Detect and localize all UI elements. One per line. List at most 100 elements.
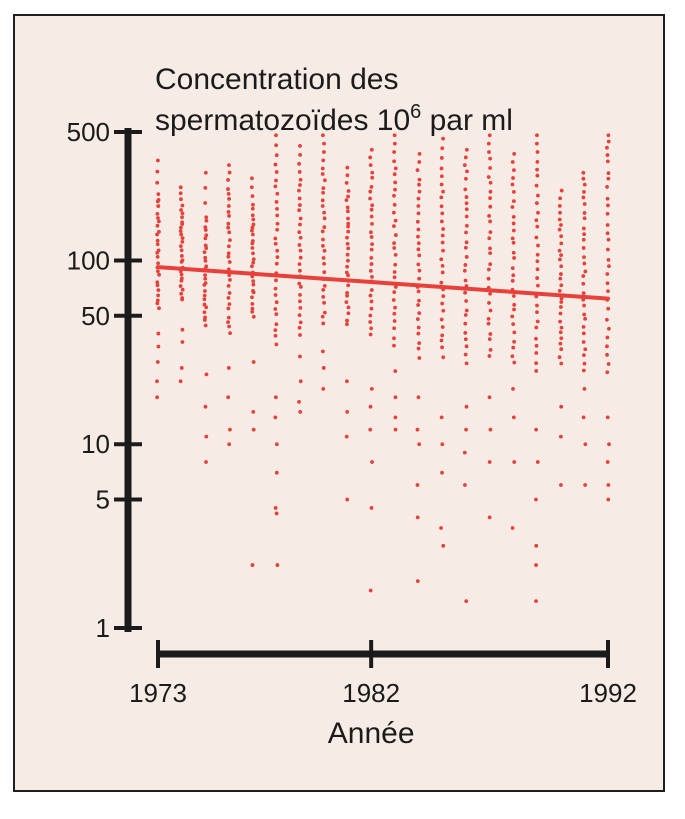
- data-point: [273, 333, 278, 338]
- data-point: [298, 255, 303, 260]
- data-point: [512, 360, 517, 365]
- data-point: [465, 169, 469, 174]
- data-point: [179, 248, 184, 253]
- data-point: [369, 214, 374, 219]
- data-point: [534, 235, 539, 240]
- data-point: [488, 251, 493, 256]
- data-point: [321, 256, 326, 260]
- data-point: [346, 311, 351, 316]
- data-point: [439, 526, 444, 530]
- x-tick-label: 1992: [579, 678, 637, 708]
- data-point: [488, 204, 493, 209]
- data-point: [250, 239, 255, 243]
- data-point: [487, 213, 491, 218]
- data-point: [605, 281, 610, 286]
- data-point: [512, 460, 517, 464]
- data-point: [511, 176, 515, 180]
- data-point: [321, 387, 326, 391]
- data-point: [321, 294, 326, 299]
- data-point: [392, 311, 397, 316]
- data-point: [322, 270, 327, 275]
- data-point: [297, 262, 302, 267]
- data-point: [440, 233, 445, 238]
- y-tick-label: 10: [81, 429, 110, 459]
- data-point: [226, 254, 231, 259]
- data-point: [558, 330, 563, 335]
- data-point: [274, 143, 279, 148]
- data-point: [203, 289, 207, 293]
- data-point: [204, 215, 209, 220]
- data-point: [370, 274, 374, 279]
- data-point: [155, 158, 160, 163]
- data-point: [345, 235, 349, 240]
- data-point: [203, 185, 208, 190]
- data-point: [582, 232, 587, 237]
- data-point: [416, 211, 421, 216]
- data-point: [368, 196, 372, 201]
- data-point: [204, 264, 209, 269]
- data-point: [464, 299, 469, 303]
- data-point: [559, 188, 564, 193]
- data-point: [369, 288, 374, 292]
- data-point: [203, 170, 208, 175]
- data-point: [606, 483, 611, 487]
- data-point: [440, 146, 445, 151]
- data-point: [463, 155, 468, 160]
- data-point: [464, 344, 469, 349]
- data-point: [463, 245, 468, 250]
- data-point: [557, 288, 562, 293]
- y-tick-label: 100: [67, 245, 110, 275]
- data-point: [345, 209, 350, 214]
- data-point: [250, 194, 255, 199]
- data-point: [322, 310, 327, 315]
- data-point: [534, 201, 539, 206]
- data-point: [202, 297, 207, 302]
- data-point: [203, 315, 207, 320]
- data-point: [156, 192, 161, 197]
- data-point: [487, 133, 492, 138]
- data-point: [178, 284, 183, 288]
- data-point: [393, 166, 398, 171]
- data-point: [156, 198, 161, 202]
- data-point: [320, 204, 325, 208]
- data-point: [488, 180, 493, 185]
- data-point: [204, 372, 209, 377]
- data-point: [605, 344, 609, 349]
- data-point: [320, 229, 325, 234]
- data-point: [392, 224, 396, 229]
- data-point: [203, 255, 208, 260]
- data-point: [510, 526, 515, 530]
- data-point: [581, 281, 586, 286]
- data-point: [322, 216, 327, 221]
- data-point: [155, 283, 160, 288]
- data-point: [416, 241, 421, 246]
- data-point: [369, 147, 374, 152]
- data-point: [178, 185, 183, 190]
- data-point: [512, 152, 517, 156]
- data-point: [249, 185, 254, 190]
- data-point: [559, 241, 564, 246]
- data-point: [226, 395, 231, 400]
- data-point: [250, 301, 255, 306]
- data-point: [439, 338, 444, 343]
- chart-frame: Concentration des spermatozoïdes 106 par…: [13, 14, 665, 792]
- data-point: [368, 155, 373, 160]
- data-point: [559, 361, 564, 366]
- data-point: [227, 302, 232, 307]
- data-point: [251, 314, 256, 319]
- data-point: [274, 470, 279, 475]
- data-point: [346, 229, 351, 234]
- data-point: [488, 262, 493, 267]
- data-point: [345, 165, 350, 170]
- data-point: [392, 159, 397, 164]
- data-point: [274, 178, 278, 183]
- data-point: [415, 168, 420, 173]
- data-point: [392, 150, 397, 154]
- data-point: [559, 305, 563, 309]
- data-point: [273, 236, 278, 241]
- data-point: [346, 224, 350, 229]
- data-point: [274, 170, 279, 174]
- data-point: [534, 361, 539, 366]
- data-point: [440, 442, 445, 447]
- data-point: [155, 223, 160, 228]
